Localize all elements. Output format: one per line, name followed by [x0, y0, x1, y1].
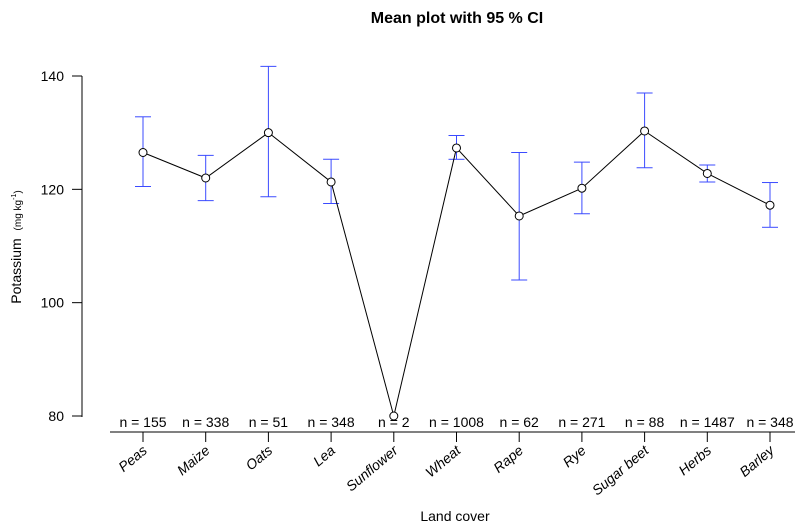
y-axis-title-unit-close: ) — [13, 190, 24, 193]
x-axis-ticks — [142, 432, 771, 442]
y-axis-title-main: Potassium — [8, 238, 24, 303]
n-label: n = 62 — [500, 414, 540, 430]
category-label: Oats — [242, 442, 275, 473]
sample-size-labels: n = 155 n = 338 n = 51 n = 348 n = 2 n = 1008… — [119, 414, 793, 430]
mean-point — [263, 128, 273, 138]
mean-point — [702, 168, 712, 178]
category-label: Sunflower — [343, 441, 402, 494]
category-labels: Peas Maize Oats Lea Sunflower Wheat Rape Rye Sug… — [115, 441, 778, 498]
mean-point — [326, 177, 336, 187]
n-label: n = 2 — [378, 414, 410, 430]
category-label: Maize — [174, 442, 213, 478]
y-tick-label: 80 — [48, 408, 64, 424]
n-label: n = 155 — [119, 414, 166, 430]
mean-point — [577, 183, 587, 193]
y-axis-title-unit-sup: -1 — [11, 194, 18, 200]
ci-error-bars — [135, 65, 778, 281]
category-label: Rye — [559, 442, 589, 470]
n-label: n = 348 — [308, 414, 355, 430]
mean-point — [514, 211, 524, 221]
category-label: Sugar beet — [589, 441, 653, 498]
category-label: Lea — [310, 442, 338, 469]
n-label: n = 88 — [625, 414, 665, 430]
y-axis-title: Potassium (mg kg-1) — [8, 190, 24, 303]
y-tick-label: 140 — [41, 68, 65, 84]
n-label: n = 1008 — [429, 414, 484, 430]
mean-point — [389, 411, 399, 421]
chart-title: Mean plot with 95 % CI — [371, 10, 543, 27]
y-axis-ticks: 80 100 120 140 — [41, 68, 82, 424]
mean-point — [640, 126, 650, 136]
category-label: Herbs — [675, 442, 714, 478]
mean-line — [142, 130, 771, 417]
mean-point — [765, 200, 775, 210]
mean-point — [452, 143, 461, 153]
y-tick-label: 120 — [41, 181, 65, 197]
mean-points — [138, 126, 775, 421]
category-label: Wheat — [422, 441, 464, 480]
n-label: n = 1487 — [680, 414, 735, 430]
y-tick-label: 100 — [41, 295, 65, 311]
n-label: n = 348 — [746, 414, 793, 430]
n-label: n = 338 — [182, 414, 229, 430]
n-label: n = 271 — [558, 414, 605, 430]
y-axis-title-unit: (mg kg — [13, 200, 24, 231]
x-axis-title: Land cover — [420, 508, 490, 524]
category-label: Rape — [490, 442, 526, 476]
mean-point — [201, 173, 211, 183]
mean-point — [138, 148, 148, 157]
category-label: Barley — [736, 441, 777, 479]
n-label: n = 51 — [249, 414, 289, 430]
category-label: Peas — [115, 442, 150, 475]
